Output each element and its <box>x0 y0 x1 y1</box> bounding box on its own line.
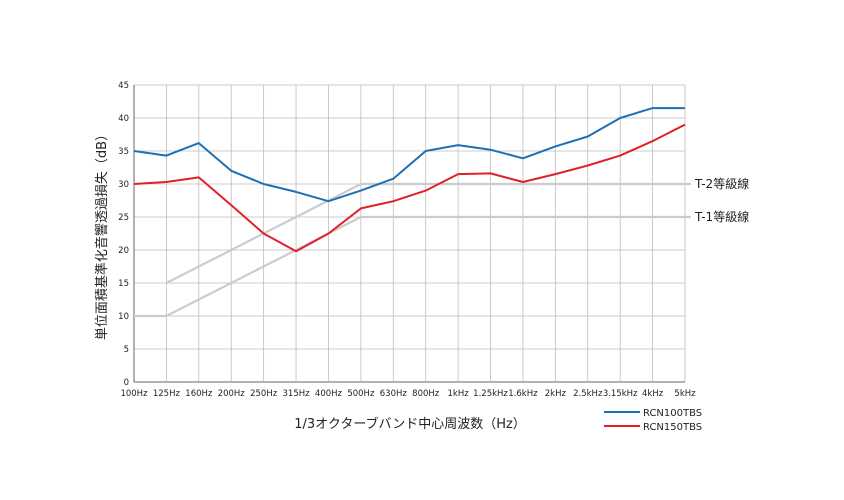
x-tick-label: 250Hz <box>250 389 278 399</box>
x-axis-title: 1/3オクターブバンド中心周波数（Hz） <box>294 416 526 432</box>
x-tick-label: 2kHz <box>545 389 567 399</box>
y-tick-labels: 0 5 10 15 20 25 30 35 40 45 <box>118 81 129 388</box>
x-tick-label: 1.25kHz <box>473 389 508 399</box>
y-tick-label: 40 <box>118 114 129 124</box>
grade-line-t1 <box>134 215 685 318</box>
x-tick-label: 315Hz <box>283 389 311 399</box>
grade-line-t2 <box>165 182 685 284</box>
x-tick-labels: 100Hz 125Hz 160Hz 200Hz 250Hz 315Hz 400Hz 500Hz… <box>120 389 696 399</box>
series-lines <box>133 107 686 253</box>
x-tick-label: 100Hz <box>120 389 148 399</box>
series-line-rcn150tbs <box>133 123 686 253</box>
legend-label-rcn100tbs: RCN100TBS <box>643 408 702 419</box>
y-tick-label: 35 <box>118 147 129 157</box>
x-tick-label: 630Hz <box>380 389 408 399</box>
x-tick-label: 3.15kHz <box>603 389 638 399</box>
x-tick-label: 125Hz <box>153 389 181 399</box>
x-tick-label: 1kHz <box>448 389 470 399</box>
grade-label-t1: T-1等級線 <box>694 209 749 224</box>
y-tick-label: 25 <box>118 213 129 223</box>
legend-label-rcn150tbs: RCN150TBS <box>643 422 702 433</box>
y-tick-label: 30 <box>118 180 129 190</box>
x-tick-label: 500Hz <box>347 389 375 399</box>
x-tick-label: 200Hz <box>218 389 246 399</box>
grade-lines <box>134 182 691 318</box>
legend: RCN100TBS RCN150TBS <box>604 408 702 433</box>
x-tick-label: 4kHz <box>642 389 664 399</box>
y-tick-label: 15 <box>118 279 129 289</box>
x-tick-label: 400Hz <box>315 389 343 399</box>
x-tick-label: 2.5kHz <box>573 389 603 399</box>
grid <box>133 84 686 383</box>
y-tick-label: 45 <box>118 81 129 91</box>
y-tick-label: 5 <box>124 345 129 355</box>
grade-line-labels: T-2等級線 T-1等級線 <box>694 176 749 224</box>
grade-label-t2: T-2等級線 <box>694 176 749 191</box>
y-tick-label: 10 <box>118 312 129 322</box>
x-tick-label: 1.6kHz <box>508 389 538 399</box>
x-tick-label: 5kHz <box>674 389 696 399</box>
y-tick-label: 0 <box>124 378 129 388</box>
x-tick-label: 160Hz <box>185 389 213 399</box>
y-tick-label: 20 <box>118 246 129 256</box>
series-line-rcn100tbs <box>133 107 685 203</box>
y-axis-title: 単位面積基準化音響透過損失（dB） <box>94 128 110 340</box>
x-tick-label: 800Hz <box>412 389 440 399</box>
